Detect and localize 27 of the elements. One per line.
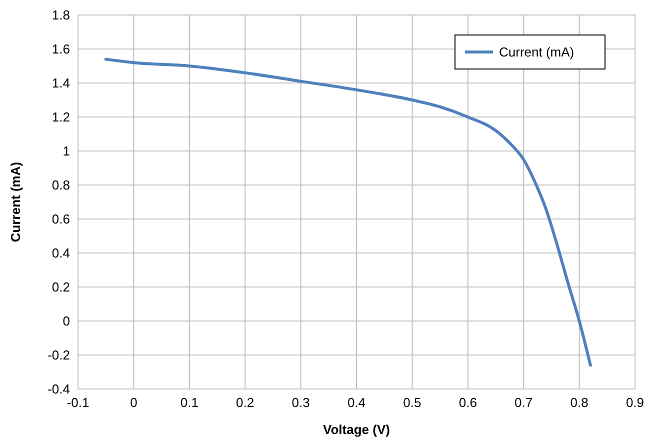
x-tick-label: 0.7 xyxy=(514,395,533,410)
y-tick-label: -0.4 xyxy=(48,382,70,397)
y-tick-label: -0.2 xyxy=(48,348,70,363)
y-tick-label: 1.4 xyxy=(52,76,70,91)
y-tick-label: 0.6 xyxy=(52,212,70,227)
legend-label: Current (mA) xyxy=(499,44,574,60)
x-tick-label: 0.6 xyxy=(458,395,477,410)
x-tick-label: 0.1 xyxy=(180,395,198,410)
y-tick-label: 1.2 xyxy=(52,110,70,125)
x-tick-label: 0.3 xyxy=(292,395,310,410)
y-tick-label: 1.6 xyxy=(52,42,70,57)
y-axis-title: Current (mA) xyxy=(8,162,23,242)
x-axis-title: Voltage (V) xyxy=(323,422,390,437)
y-tick-label: 0.8 xyxy=(52,178,70,193)
x-tick-label: -0.1 xyxy=(66,395,90,410)
x-tick-label: 0.4 xyxy=(347,395,366,410)
y-tick-label: 1.8 xyxy=(52,8,70,23)
y-tick-label: 0.4 xyxy=(52,246,70,261)
y-tick-label: 1 xyxy=(62,144,70,159)
line-series xyxy=(104,58,592,367)
y-tick-label: 0 xyxy=(62,314,70,329)
x-tick-label: 0.9 xyxy=(626,395,644,410)
x-tick-label: 0 xyxy=(130,395,138,410)
y-tick-label: 0.2 xyxy=(52,280,70,295)
x-tick-label: 0.8 xyxy=(570,395,588,410)
x-tick-label: 0.5 xyxy=(403,395,422,410)
x-tick-label: 0.2 xyxy=(236,395,254,410)
